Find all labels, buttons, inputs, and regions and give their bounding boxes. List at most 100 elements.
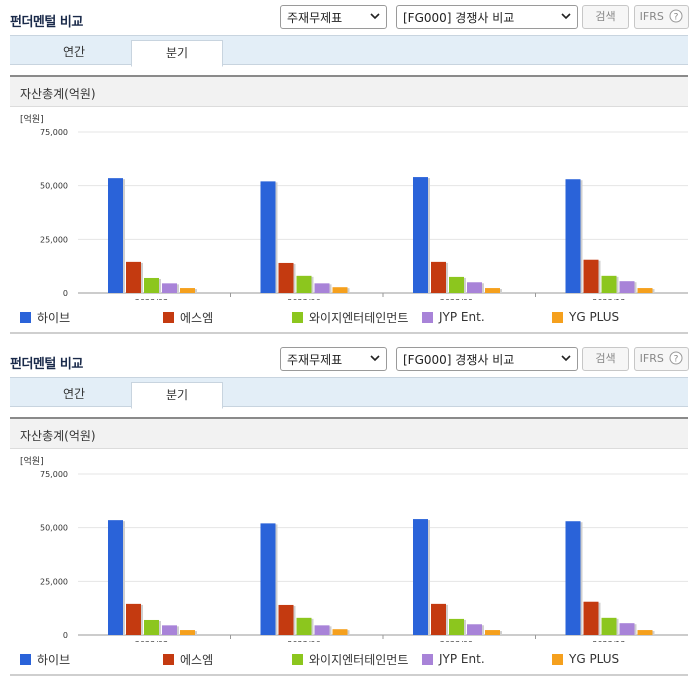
bar (296, 275, 312, 293)
legend-label: 와이지엔터테인먼트 (309, 652, 409, 667)
section-title: 자산총계(억원) (10, 417, 688, 449)
chevron-down-icon (561, 355, 571, 362)
y-tick-label: 75,000 (40, 470, 68, 479)
x-tick-label: 2023/12 (592, 298, 625, 300)
bar (314, 625, 330, 635)
search-button[interactable]: 검색 (582, 347, 629, 371)
statement-type-select[interactable]: 주재무제표 (280, 347, 387, 371)
panel-title: 펀더멘털 비교 (10, 357, 83, 372)
legend-swatch (552, 311, 563, 323)
bar (413, 177, 428, 293)
y-tick-label: 50,000 (40, 182, 68, 191)
bar (637, 288, 653, 293)
legend-label: 와이지엔터테인먼트 (309, 310, 409, 325)
tab-annual[interactable]: 연간 (62, 45, 86, 59)
x-tick-label: 2023/06 (287, 298, 320, 300)
y-tick-label: 0 (63, 631, 68, 640)
peer-group-select[interactable]: [FG000] 경쟁사 비교 (396, 5, 578, 29)
legend-item[interactable]: 하이브 (20, 308, 70, 326)
peer-group-value: [FG000] 경쟁사 비교 (403, 11, 515, 25)
bar (565, 179, 581, 293)
divider (10, 674, 688, 676)
fundamental-comparison-panel-2: 펀더멘털 비교 주재무제표 [FG000] 경쟁사 비교 검색 IFRS ? 연… (0, 342, 696, 684)
bar (260, 181, 276, 293)
total-assets-chart: [억원] 0 25,000 50,000 75,000 2023/03 2023/06 202… (10, 110, 688, 300)
bar (619, 623, 635, 635)
ifrs-help-button[interactable]: IFRS ? (634, 347, 689, 371)
statement-type-value: 주재무제표 (287, 11, 343, 25)
legend-label: 하이브 (37, 652, 71, 667)
bar (108, 178, 123, 293)
help-icon: ? (669, 9, 683, 23)
legend-label: YG PLUS (569, 310, 620, 324)
legend-label: YG PLUS (569, 652, 620, 666)
bar (278, 262, 294, 293)
x-tick-label: 2023/09 (440, 640, 473, 642)
bar (601, 617, 617, 635)
bar (485, 630, 500, 635)
y-tick-label: 25,000 (40, 235, 68, 244)
bar (332, 287, 348, 293)
bar (332, 629, 348, 635)
legend-item[interactable]: 와이지엔터테인먼트 (292, 308, 408, 326)
legend-item[interactable]: 하이브 (20, 650, 70, 668)
bar (108, 520, 123, 635)
bar (619, 281, 635, 293)
bar (180, 630, 195, 635)
legend-label: JYP Ent. (439, 652, 485, 666)
tab-quarterly[interactable]: 분기 (131, 382, 223, 409)
peer-group-select[interactable]: [FG000] 경쟁사 비교 (396, 347, 578, 371)
period-tabs: 연간 분기 (10, 35, 688, 67)
bar (144, 619, 159, 635)
section-title: 자산총계(억원) (10, 75, 688, 107)
chevron-down-icon (370, 355, 380, 362)
bar (449, 618, 464, 635)
search-button[interactable]: 검색 (582, 5, 629, 29)
legend-swatch (552, 653, 563, 665)
x-tick-label: 2023/06 (287, 640, 320, 642)
legend-label: 에스엠 (180, 652, 214, 667)
legend-swatch (292, 311, 303, 323)
legend-swatch (20, 653, 31, 665)
tab-annual[interactable]: 연간 (62, 387, 86, 401)
y-unit-label: [억원] (20, 113, 44, 125)
peer-group-value: [FG000] 경쟁사 비교 (403, 353, 515, 367)
bar (126, 261, 141, 293)
bar (431, 261, 446, 293)
help-icon: ? (669, 351, 683, 365)
chart-legend: 하이브 에스엠 와이지엔터테인먼트 JYP Ent. YG PLUS (20, 308, 690, 326)
legend-item[interactable]: YG PLUS (552, 308, 619, 326)
svg-text:?: ? (674, 13, 679, 23)
chart-svg: [억원] 0 25,000 50,000 75,000 2023/03 2023/06 202… (20, 113, 688, 300)
legend-item[interactable]: 에스엠 (163, 308, 213, 326)
bar (162, 625, 177, 635)
y-tick-label: 0 (63, 289, 68, 298)
bar (126, 603, 141, 635)
bar (637, 630, 653, 635)
bar (431, 603, 446, 635)
fundamental-comparison-panel-1: 펀더멘털 비교 주재무제표 [FG000] 경쟁사 비교 검색 IFRS ? 연… (10, 5, 690, 334)
legend-item[interactable]: JYP Ent. (422, 308, 485, 326)
legend-label: JYP Ent. (439, 310, 485, 324)
chart-svg: [억원] 0 25,000 50,000 75,000 2023/03 2023/06 202… (20, 455, 688, 642)
legend-item[interactable]: 에스엠 (163, 650, 213, 668)
bar (314, 283, 330, 293)
y-tick-label: 25,000 (40, 577, 68, 586)
period-tabs: 연간 분기 (10, 377, 688, 409)
bar (413, 519, 428, 635)
ifrs-label: IFRS (639, 10, 664, 23)
x-tick-label: 2023/12 (592, 640, 625, 642)
ifrs-help-button[interactable]: IFRS ? (634, 5, 689, 29)
legend-item[interactable]: JYP Ent. (422, 650, 485, 668)
statement-type-select[interactable]: 주재무제표 (280, 5, 387, 29)
x-tick-label: 2023/03 (135, 640, 168, 642)
legend-item[interactable]: 와이지엔터테인먼트 (292, 650, 408, 668)
y-unit-label: [억원] (20, 455, 44, 467)
legend-label: 하이브 (37, 310, 71, 325)
bar (180, 288, 195, 293)
tab-quarterly[interactable]: 분기 (131, 40, 223, 67)
x-tick-label: 2023/09 (440, 298, 473, 300)
bar (278, 604, 294, 635)
x-tick-label: 2023/03 (135, 298, 168, 300)
legend-item[interactable]: YG PLUS (552, 650, 619, 668)
